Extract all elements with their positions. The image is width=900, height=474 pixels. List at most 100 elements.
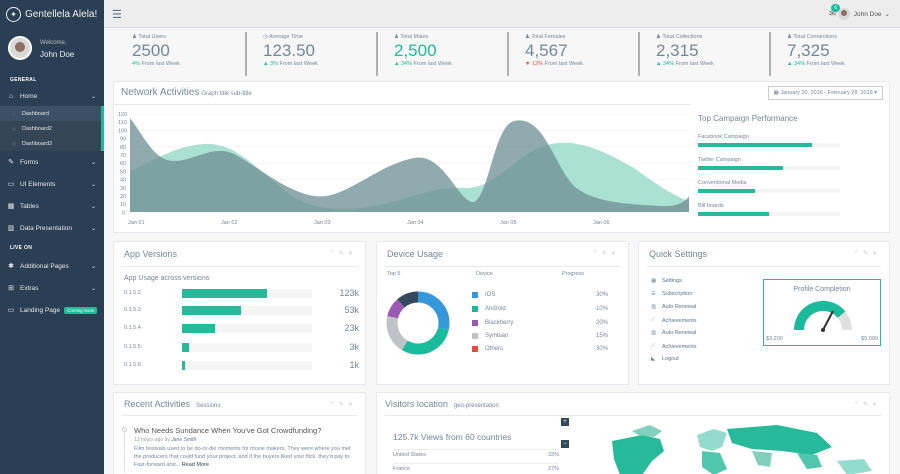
activity-author[interactable]: Jane Smith <box>171 437 197 443</box>
panel-tools: ⌃✎✕ <box>593 250 620 257</box>
y-axis-labels: 120 110 100 90 80 70 60 50 40 30 20 10 0 <box>118 112 127 216</box>
menu-toggle-icon[interactable]: ☰ <box>112 9 122 21</box>
home-submenu: Dashboard Dashboard2 Dashboard3 <box>0 106 104 151</box>
country-percent: 33% <box>547 452 559 458</box>
tile-change: 12% <box>531 61 543 67</box>
tile-suffix: From last Week <box>413 61 452 67</box>
chevron-down-icon: ⌄ <box>90 225 96 232</box>
panel-title: Visitors location <box>385 399 448 409</box>
quick-item-subscription[interactable]: ☰ Subscription <box>651 291 692 297</box>
tile-total-collections: ♟ Total Collections 2,315 ▲ 34% From las… <box>638 32 769 76</box>
collapse-icon[interactable]: ⌃ <box>592 251 602 257</box>
device-name: Android <box>485 306 506 312</box>
zoom-out-button[interactable]: − <box>561 440 569 448</box>
world-map[interactable] <box>602 421 887 474</box>
version-count: 123k <box>339 288 359 298</box>
y-tick: 110 <box>118 120 127 126</box>
envelope-icon[interactable]: ✉ <box>829 9 836 18</box>
collapse-icon[interactable]: ⌃ <box>853 402 863 408</box>
bar-chart-icon: ▥ <box>7 225 15 232</box>
device-donut-chart <box>386 291 450 355</box>
campaign-item: Conventional Media <box>698 180 840 193</box>
user-menu[interactable]: John Doe ⌄ <box>837 8 890 20</box>
user-icon: ♟ <box>525 34 532 40</box>
sidebar: ✦ Gentellela Alela! Welcome, John Doe GE… <box>0 0 104 474</box>
sidebar-item-label: Data Presentation <box>20 224 73 232</box>
quick-item-achievements[interactable]: ⟋ Achievements <box>651 317 697 324</box>
wrench-icon[interactable]: ✎ <box>338 402 348 408</box>
sidebar-item-forms[interactable]: ✎ Forms ⌄ <box>0 151 104 173</box>
sidebar-item-dashboard2[interactable]: Dashboard2 <box>0 121 101 136</box>
date-range-picker[interactable]: ▦ January 30, 2016 - February 28, 2016 ▾ <box>767 86 883 100</box>
sidebar-item-label: Extras <box>20 284 39 292</box>
quick-item-settings[interactable]: ▦ Settings <box>651 278 682 284</box>
quick-item-logout[interactable]: ◣ Logout <box>651 356 679 362</box>
quick-item-auto-renewal[interactable]: ▥ Auto Renewal <box>651 304 696 310</box>
y-tick: 20 <box>120 194 126 200</box>
sidebar-item-data-presentation[interactable]: ▥ Data Presentation ⌄ <box>0 217 104 239</box>
tile-value: 2,315 <box>656 41 699 60</box>
campaign-label: Conventional Media <box>698 180 747 186</box>
section-general: GENERAL <box>10 77 37 83</box>
caret-down-icon: ▾ <box>874 90 877 96</box>
sidebar-item-home[interactable]: ⌂ Home ⌄ <box>0 86 104 106</box>
version-label: 0.1.5.5 <box>124 344 141 350</box>
wrench-icon[interactable]: ✎ <box>862 251 872 257</box>
app-version-row: 0.1.5.6 1k <box>124 360 359 370</box>
close-icon[interactable]: ✕ <box>347 251 357 257</box>
close-icon[interactable]: ✕ <box>347 402 357 408</box>
collapse-icon[interactable]: ⌃ <box>329 402 339 408</box>
x-tick: Jan 02 <box>221 220 238 226</box>
sidebar-item-dashboard[interactable]: Dashboard <box>0 106 101 121</box>
chevron-down-icon: ⌄ <box>90 263 96 270</box>
device-name: IOS <box>485 292 496 298</box>
panel-subtitle: Graph title sub-title <box>201 91 252 97</box>
sidebar-item-extras[interactable]: ⊞ Extras ⌄ <box>0 277 104 299</box>
chevron-down-icon: ⌄ <box>90 159 96 166</box>
tile-suffix: From last Week <box>279 61 318 67</box>
wrench-icon[interactable]: ✎ <box>862 402 872 408</box>
line-chart-icon: ⟋ <box>651 343 655 349</box>
brand[interactable]: ✦ Gentellela Alela! <box>0 0 104 28</box>
collapse-icon[interactable]: ⌃ <box>853 251 863 257</box>
y-tick: 90 <box>120 137 126 143</box>
panel-title: Recent Activities <box>124 399 191 409</box>
desktop-icon: ▭ <box>7 181 15 188</box>
sidebar-item-additional-pages[interactable]: ✱ Additional Pages ⌄ <box>0 255 104 277</box>
sidebar-item-dashboard3[interactable]: Dashboard3 <box>0 136 101 151</box>
tile-average-time: ◷ Average Time 123.50 ▲ 3% From last Wee… <box>245 32 376 76</box>
arrow-up-icon: ▲ <box>394 61 401 67</box>
sidebar-item-tables[interactable]: ▦ Tables ⌄ <box>0 195 104 217</box>
arrow-up-icon: ▲ <box>656 61 663 67</box>
wrench-icon[interactable]: ✎ <box>601 251 611 257</box>
panel-title: App Versions <box>124 249 178 259</box>
quick-item-auto-renewal-2[interactable]: ▥ Auto Renewal <box>651 330 696 336</box>
read-more-link[interactable]: Read More <box>181 462 209 468</box>
version-count: 3k <box>349 342 359 352</box>
y-tick: 40 <box>120 178 126 184</box>
sidebar-item-landing-page[interactable]: ▭ Landing Page Coming Soon <box>0 299 104 321</box>
sidebar-item-label: Landing Page <box>20 306 61 314</box>
avatar <box>837 8 850 20</box>
tile-suffix: From last Week <box>675 61 714 67</box>
app-version-row: 0.1.5.5 3k <box>124 342 359 352</box>
device-percent: 30% <box>595 346 608 352</box>
bar-chart-icon: ▥ <box>651 304 657 310</box>
version-label: 0.1.5.4 <box>124 325 141 331</box>
x-tick: Jan 03 <box>314 220 331 226</box>
zoom-in-button[interactable]: + <box>561 418 569 426</box>
tile-change: 4% <box>132 61 140 67</box>
quick-item-achievements-2[interactable]: ⟋ Achievements <box>651 343 697 350</box>
collapse-icon[interactable]: ⌃ <box>329 251 339 257</box>
app-version-row: 0.1.5.3 53k <box>124 305 359 315</box>
square-icon <box>472 346 478 352</box>
close-icon[interactable]: ✕ <box>871 402 881 408</box>
wrench-icon[interactable]: ✎ <box>338 251 348 257</box>
device-name: Symbian <box>485 333 509 339</box>
sidebar-item-ui-elements[interactable]: ▭ UI Elements ⌄ <box>0 173 104 195</box>
close-icon[interactable]: ✕ <box>610 251 620 257</box>
activity-heading[interactable]: Who Needs Sundance When You've Got Crowd… <box>134 426 322 435</box>
close-icon[interactable]: ✕ <box>871 251 881 257</box>
panel-subtitle: Sessions <box>195 403 221 409</box>
panel-title: Quick Settings <box>649 249 708 259</box>
